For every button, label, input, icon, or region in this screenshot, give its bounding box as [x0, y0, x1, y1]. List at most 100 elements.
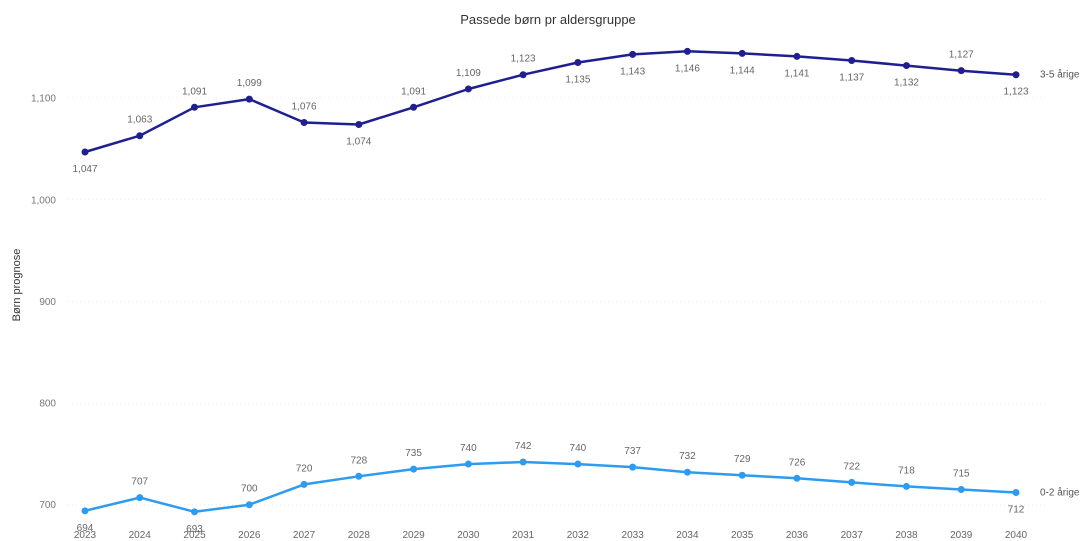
data-label: 1,123: [1003, 87, 1028, 98]
data-label: 1,099: [237, 78, 262, 89]
x-tick-label: 2033: [622, 530, 645, 541]
data-label: 700: [241, 484, 258, 495]
data-point: [738, 49, 746, 57]
data-point: [1012, 489, 1020, 497]
y-tick-label: 900: [39, 297, 56, 308]
x-tick-label: 2023: [74, 530, 97, 541]
y-tick-label: 1,000: [31, 195, 56, 206]
y-axis-ticks: 700 800 900 1,000 1,100: [31, 94, 56, 512]
data-label: 1,135: [565, 75, 590, 86]
series-label: 3-5 årige: [1040, 69, 1080, 81]
series-line: [84, 50, 1017, 154]
data-label: 1,063: [127, 115, 152, 126]
data-label: 1,091: [401, 86, 426, 97]
data-point: [957, 67, 965, 75]
data-point: [848, 56, 856, 64]
data-label: 737: [624, 446, 641, 457]
data-point: [683, 47, 691, 55]
data-label: 1,123: [511, 54, 536, 65]
data-point: [848, 478, 856, 486]
data-label: 1,047: [72, 164, 97, 175]
series-label: 0-2 årige: [1040, 487, 1080, 499]
data-point: [629, 50, 637, 58]
data-point: [957, 485, 965, 493]
data-point: [519, 71, 527, 79]
data-label: 1,143: [620, 66, 645, 77]
x-tick-label: 2028: [348, 530, 371, 541]
data-label: 726: [789, 457, 806, 468]
x-tick-label: 2025: [183, 530, 206, 541]
data-point: [793, 474, 801, 482]
x-tick-label: 2038: [895, 530, 918, 541]
data-label: 1,144: [730, 65, 755, 76]
x-tick-label: 2032: [567, 530, 590, 541]
data-point: [519, 458, 527, 466]
data-point: [245, 95, 253, 103]
data-point: [136, 132, 144, 140]
series-line: [84, 460, 1017, 514]
data-point: [300, 119, 308, 127]
data-label: 732: [679, 451, 696, 462]
data-point: [410, 103, 418, 111]
data-point: [738, 471, 746, 479]
data-point: [81, 148, 89, 156]
data-label: 712: [1008, 505, 1025, 516]
data-label: 740: [570, 443, 587, 454]
y-axis-title: Børn prognose: [11, 249, 23, 322]
data-point: [902, 482, 910, 490]
data-label: 718: [898, 465, 915, 476]
data-label: 715: [953, 468, 970, 479]
data-label: 720: [296, 463, 313, 474]
data-point: [191, 508, 199, 516]
data-point: [355, 121, 363, 129]
data-label: 1,076: [292, 102, 317, 113]
x-tick-label: 2027: [293, 530, 316, 541]
data-point: [410, 465, 418, 473]
data-label: 707: [131, 477, 148, 488]
x-tick-label: 2035: [731, 530, 754, 541]
x-tick-label: 2036: [786, 530, 809, 541]
data-label: 1,141: [784, 68, 809, 79]
y-tick-label: 800: [39, 399, 56, 410]
data-label: 1,127: [949, 50, 974, 61]
data-point: [191, 103, 199, 111]
data-point: [574, 460, 582, 468]
data-label: 1,109: [456, 68, 481, 79]
data-point: [136, 494, 144, 502]
chart-title: Passede børn pr aldersgruppe: [460, 12, 636, 27]
data-point: [902, 62, 910, 70]
x-tick-label: 2031: [512, 530, 535, 541]
data-label: 694: [77, 523, 94, 534]
x-tick-label: 2040: [1005, 530, 1028, 541]
data-label: 1,146: [675, 63, 700, 74]
data-label: 742: [515, 441, 532, 452]
x-tick-label: 2026: [238, 530, 261, 541]
x-tick-label: 2039: [950, 530, 973, 541]
data-point: [355, 472, 363, 480]
data-label: 740: [460, 443, 477, 454]
data-label: 1,132: [894, 78, 919, 89]
data-point: [245, 501, 253, 509]
data-point: [464, 85, 472, 93]
data-point: [683, 468, 691, 476]
data-point: [574, 59, 582, 67]
x-tick-label: 2029: [402, 530, 425, 541]
data-label: 1,074: [346, 137, 371, 148]
data-point: [1012, 71, 1020, 79]
data-label: 728: [350, 455, 367, 466]
series-layer: 1,047 1,063 1,091 1,099 1,076 1,074 1,091 1,109…: [72, 47, 1080, 535]
y-tick-label: 700: [39, 500, 56, 511]
data-label: 693: [186, 524, 203, 535]
data-point: [464, 460, 472, 468]
x-axis-ticks: 2023 2024 2025 2026 2027 2028 2029 2030 2031 2032…: [74, 530, 1028, 541]
gridlines: [68, 97, 1046, 506]
data-label: 735: [405, 448, 422, 459]
x-tick-label: 2037: [841, 530, 864, 541]
data-point: [793, 52, 801, 60]
data-label: 1,137: [839, 72, 864, 83]
data-point: [629, 463, 637, 471]
data-point: [300, 480, 308, 488]
data-label: 729: [734, 454, 751, 465]
